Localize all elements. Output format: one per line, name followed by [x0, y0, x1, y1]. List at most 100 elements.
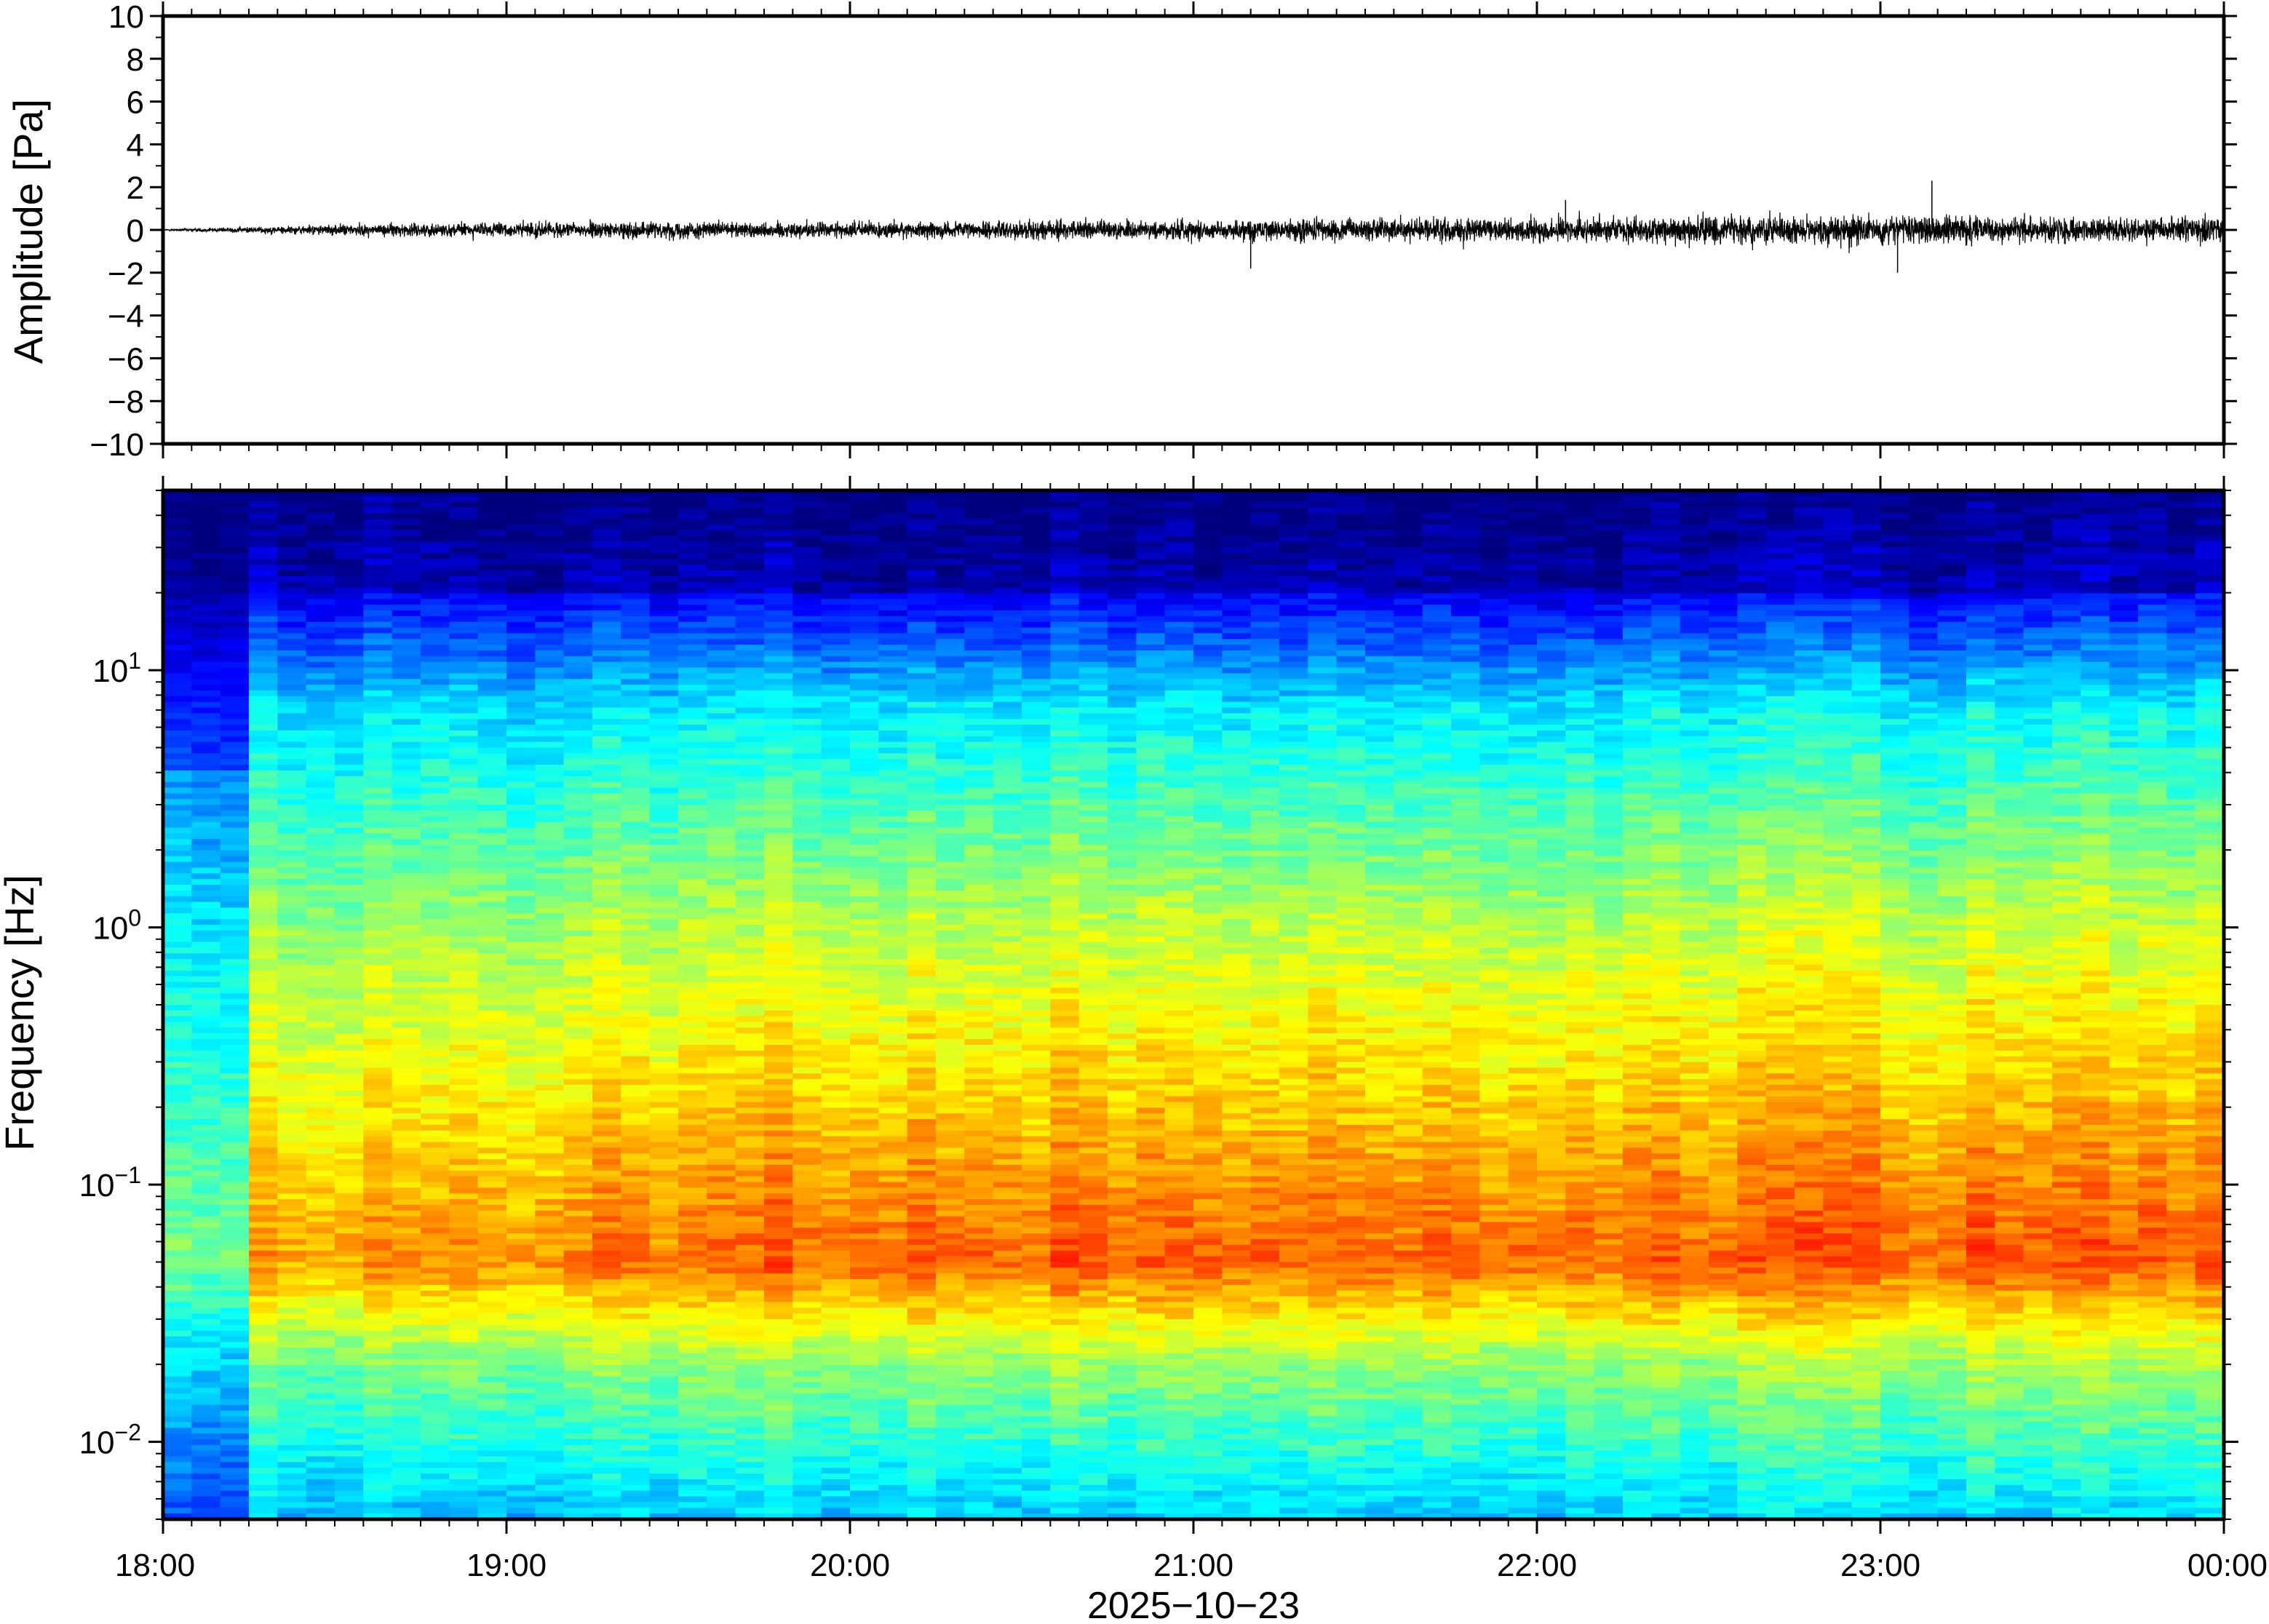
spectrogram-cell	[392, 799, 421, 805]
spectrogram-cell	[306, 1496, 335, 1503]
spectrogram-cell	[477, 1084, 507, 1091]
spectrogram-cell	[850, 725, 880, 731]
spectrogram-cell	[506, 650, 536, 657]
spectrogram-cell	[621, 656, 651, 663]
spectrogram-cell	[163, 1416, 193, 1423]
spectrogram-cell	[850, 936, 880, 943]
spectrogram-cell	[678, 1513, 708, 1519]
spectrogram-cell	[735, 987, 765, 995]
spectrogram-cell	[449, 976, 479, 983]
spectrogram-cell	[621, 1324, 651, 1332]
spectrogram-cell	[535, 1388, 565, 1394]
spectrogram-cell	[621, 701, 651, 709]
spectrogram-cell	[707, 781, 736, 789]
spectrogram-cell	[592, 1342, 622, 1349]
spectrogram-cell	[563, 1290, 593, 1297]
spectrogram-cell	[821, 627, 851, 634]
spectrogram-cell	[306, 1404, 335, 1412]
spectrogram-cell	[592, 685, 622, 691]
spectrogram-cell	[421, 581, 450, 589]
spectrogram-cell	[249, 633, 279, 640]
spectrogram-cell	[249, 816, 279, 823]
spectrogram-cell	[764, 536, 794, 543]
spectrogram-cell	[363, 1227, 393, 1235]
spectrogram-cell	[249, 536, 279, 543]
spectrogram-cell	[535, 621, 565, 629]
spectrogram-cell	[191, 1102, 221, 1109]
spectrogram-cell	[735, 747, 765, 755]
spectrogram-cell	[277, 781, 307, 789]
spectrogram-cell	[621, 1502, 651, 1509]
spectrogram-cell	[277, 730, 307, 737]
spectrogram-cell	[449, 816, 479, 823]
spectrogram-cell	[735, 661, 765, 669]
spectrogram-cell	[621, 999, 651, 1006]
spectrogram-cell	[477, 965, 507, 971]
spectrogram-cell	[477, 770, 507, 777]
spectrogram-cell	[535, 1284, 565, 1291]
spectrogram-cell	[191, 913, 221, 920]
spectrogram-cell	[878, 999, 908, 1006]
spectrogram-cell	[707, 765, 736, 771]
y-tick-label: 6	[127, 85, 144, 121]
spectrogram-cell	[707, 1319, 736, 1326]
spectrogram-cell	[907, 495, 937, 503]
spectrogram-cell	[649, 1484, 679, 1492]
spectrogram-cell	[306, 987, 335, 995]
spectrogram-cell	[506, 993, 536, 1000]
spectrogram-cell	[821, 770, 851, 777]
spectrogram-cell	[592, 1393, 622, 1400]
spectrogram-cell	[220, 781, 250, 789]
spectrogram-cell	[792, 650, 822, 657]
spectrogram-cell	[592, 1462, 622, 1469]
spectrogram-cell	[421, 982, 450, 989]
spectrogram-cell	[535, 907, 565, 915]
spectrogram-cell	[506, 1210, 536, 1217]
spectrogram-cell	[477, 993, 507, 1000]
spectrogram-cell	[735, 1222, 765, 1229]
spectrogram-cell	[649, 1256, 679, 1263]
spectrogram-cell	[163, 627, 193, 634]
spectrogram-cell	[592, 901, 622, 909]
spectrogram-cell	[792, 605, 822, 611]
spectrogram-cell	[477, 685, 507, 691]
spectrogram-cell	[850, 1279, 880, 1286]
spectrogram-cell	[649, 1450, 679, 1457]
spectrogram-cell	[449, 719, 479, 725]
y-tick-label: −4	[108, 299, 144, 335]
spectrogram-cell	[506, 513, 536, 520]
spectrogram-cell	[449, 925, 479, 931]
spectrogram-cell	[792, 770, 822, 777]
spectrogram-cell	[792, 1147, 822, 1155]
spectrogram-cell	[220, 736, 250, 743]
spectrogram-cell	[306, 833, 335, 840]
spectrogram-cell	[277, 1199, 307, 1206]
spectrogram-cell	[764, 1187, 794, 1195]
spectrogram-cell	[191, 1044, 221, 1051]
spectrogram-cell	[735, 1382, 765, 1389]
spectrogram-cell	[535, 547, 565, 554]
spectrogram-cell	[707, 685, 736, 691]
spectrogram-cell	[735, 1279, 765, 1286]
spectrogram-cell	[678, 1176, 708, 1183]
spectrogram-cell	[477, 1364, 507, 1372]
spectrogram-cell	[306, 765, 335, 771]
spectrogram-cell	[249, 976, 279, 983]
spectrogram-cell	[764, 633, 794, 640]
spectrogram-cell	[163, 1062, 193, 1069]
spectrogram-cell	[592, 753, 622, 760]
spectrogram-cell	[191, 639, 221, 645]
spectrogram-cell	[477, 587, 507, 594]
spectrogram-cell	[535, 1182, 565, 1189]
spectrogram-cell	[363, 1142, 393, 1149]
spectrogram-cell	[678, 565, 708, 571]
spectrogram-cell	[392, 907, 421, 915]
spectrogram-cell	[735, 845, 765, 851]
spectrogram-cell	[563, 1416, 593, 1423]
spectrogram-cell	[792, 1096, 822, 1103]
spectrogram-cell	[792, 547, 822, 554]
spectrogram-cell	[792, 1010, 822, 1017]
spectrogram-cell	[707, 965, 736, 971]
spectrogram-cell	[335, 547, 365, 554]
spectrogram-cell	[764, 1422, 794, 1429]
